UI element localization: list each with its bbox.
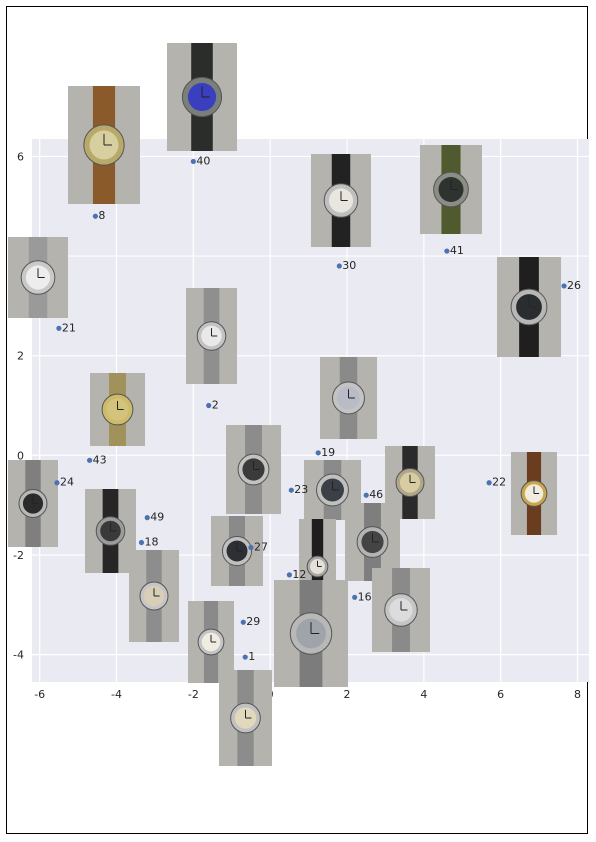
y-tick-label: 0 — [17, 449, 24, 462]
data-point — [56, 325, 62, 331]
x-tick-label: 2 — [343, 688, 350, 701]
y-tick-label: -2 — [13, 549, 24, 562]
y-tick-label: 6 — [17, 150, 24, 163]
data-point — [352, 594, 358, 600]
data-point-label: 19 — [321, 446, 335, 459]
data-point — [363, 492, 369, 498]
data-point — [138, 539, 145, 546]
data-point — [240, 619, 246, 625]
watch-digital-steel-icon — [226, 425, 281, 514]
data-point — [486, 480, 492, 486]
data-point — [561, 283, 567, 289]
watch-chronograph-black-strap-icon — [311, 154, 371, 247]
watch-steel-slotted-icon — [8, 460, 58, 547]
y-tick-label: -4 — [13, 649, 24, 662]
watch-gold-dial-black-strap-icon — [385, 446, 435, 519]
watch-chronograph-steel-2-icon — [372, 568, 430, 652]
data-point — [315, 450, 321, 456]
data-point — [92, 213, 98, 219]
x-tick-label: -4 — [111, 688, 122, 701]
watch-black-dial-silver-icon — [497, 257, 561, 357]
data-point-label: 23 — [294, 483, 308, 496]
watch-chronograph-steel-icon — [320, 357, 377, 439]
data-point — [206, 402, 212, 409]
data-point-label: 21 — [62, 321, 76, 334]
data-point-label: 12 — [292, 568, 306, 581]
x-tick-label: 6 — [497, 688, 504, 701]
data-point — [286, 572, 292, 578]
watch-chronograph-steel-bracelet-icon — [8, 237, 68, 318]
data-point-label: 8 — [98, 209, 105, 222]
data-point-label: 2 — [212, 399, 219, 412]
data-point-label: 41 — [450, 244, 464, 257]
data-point-label: 40 — [196, 154, 210, 167]
data-point-label: 16 — [358, 590, 372, 603]
data-point-label: 27 — [254, 540, 268, 553]
data-point — [54, 480, 60, 486]
x-tick-label: -6 — [34, 688, 45, 701]
watch-olive-strap-icon — [420, 145, 482, 234]
data-point-label: 30 — [342, 259, 356, 272]
watch-steel-silver-dial-icon — [274, 580, 348, 687]
watch-square-black-strap-icon — [85, 489, 136, 573]
data-point — [288, 487, 294, 493]
data-point — [144, 515, 150, 521]
watch-gold-two-tone-icon — [90, 373, 145, 446]
data-point-label: 24 — [60, 476, 74, 489]
watch-tank-steel-icon — [219, 670, 272, 766]
watch-white-dial-steel-icon — [186, 288, 237, 384]
x-tick-label: 8 — [574, 688, 581, 701]
data-point-label: 49 — [150, 511, 164, 524]
watch-square-gold-steel-icon — [129, 550, 179, 642]
watch-gold-brown-strap-icon — [511, 452, 557, 535]
data-point — [242, 654, 248, 660]
x-tick-label: -2 — [188, 688, 199, 701]
data-point-label: 29 — [246, 615, 260, 628]
data-point — [336, 263, 342, 269]
data-point-label: 18 — [144, 536, 158, 549]
data-point — [248, 544, 254, 551]
data-point — [444, 248, 450, 254]
data-point-label: 43 — [93, 453, 107, 466]
pocket-watch-gold-icon — [68, 86, 140, 204]
watch-black-dial-steel-icon — [211, 516, 263, 586]
data-point-label: 1 — [248, 650, 255, 663]
watch-blue-dial-black-strap-icon — [167, 43, 237, 151]
data-point — [190, 158, 196, 165]
y-tick-label: 2 — [17, 350, 24, 363]
data-point-label: 46 — [369, 488, 383, 501]
data-point-label: 26 — [567, 279, 581, 292]
x-tick-label: 4 — [420, 688, 427, 701]
watch-rectangular-steel-icon — [188, 601, 234, 683]
data-point — [87, 457, 93, 463]
data-point-label: 22 — [492, 476, 506, 489]
